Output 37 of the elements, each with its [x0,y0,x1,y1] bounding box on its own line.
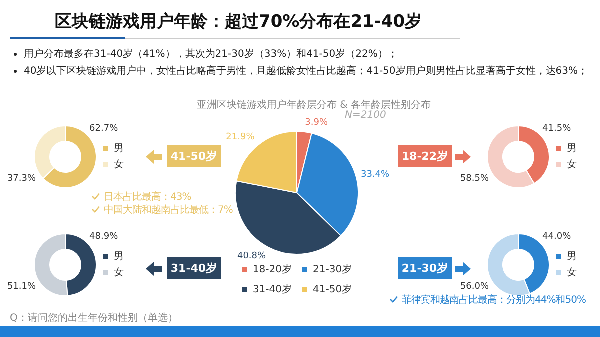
text: 用户分布最多在31-40岁（41%），其次为21-30岁（33%）和41-50岁（22%）； [24,48,398,61]
data-label: 37.3% [7,174,36,184]
legend-label: 18-20岁 [252,264,292,276]
legend-label: 女 [567,266,577,279]
text: Q：请问您的出生年份和性别（单选） [10,312,178,325]
legend-label: 男 [567,252,577,263]
data-label: 51.1% [7,282,36,292]
legend-label: 31-40岁 [252,284,292,296]
text: 18-22岁 [398,145,452,167]
legend-label: 21-30岁 [313,264,352,276]
text: 21-30岁 [398,257,452,279]
data-label: 33.4% [360,170,390,180]
data-label: 41.5% [542,124,572,134]
legend-label: 男 [114,252,124,263]
text: 日本占比最高：43% [104,192,192,203]
data-label: 40.8% [237,252,267,262]
legend-label: 41-50岁 [313,284,352,296]
data-label: 21.9% [226,132,256,142]
text: 40岁以下区块链游戏用户中，女性占比略高于男性，且越低龄女性占比越高；41-50岁用户则男性占比显著高于女性，达63%； [24,64,588,78]
text: 中国大陆和越南占比最低：7% [104,205,233,216]
data-label: 62.7% [90,124,119,134]
text: 41-50岁 [167,145,221,167]
data-label: 44.0% [542,232,572,242]
legend-label: 女 [114,158,124,171]
legend-label: 男 [114,144,124,155]
text: N=2100 [345,110,386,121]
legend-label: 女 [567,158,577,171]
chart-title: 区块链游戏用户年龄：超过70%分布在21-40岁 [55,11,422,33]
legend-label: 男 [567,144,577,155]
text: 菲律宾和越南占比最高：分别为44%和50% [402,295,586,306]
chart-subtitle: 亚洲区块链游戏用户年龄层分布 & 各年龄层性别分布 [197,98,432,111]
data-label: 56.0% [460,282,490,292]
data-label: 58.5% [460,174,490,184]
data-label: 48.9% [90,232,119,242]
text: 31-40岁 [167,257,221,279]
legend-label: 女 [114,266,124,279]
data-label: 3.9% [305,118,328,128]
